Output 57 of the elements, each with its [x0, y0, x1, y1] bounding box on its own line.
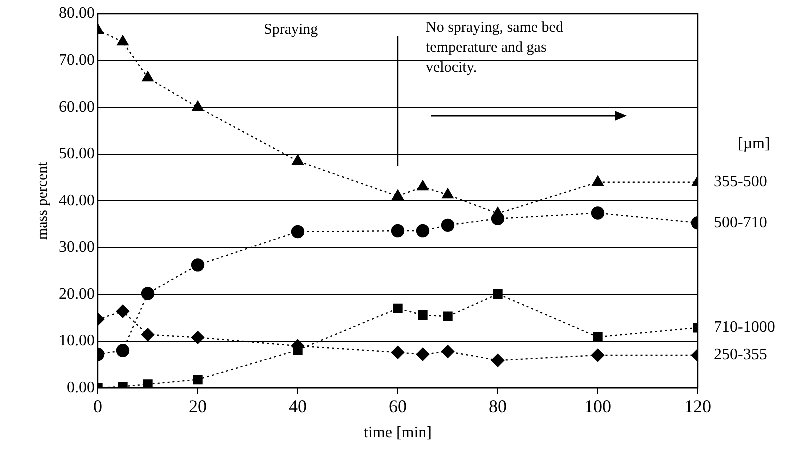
- y-tick-label: 10.00: [59, 332, 95, 350]
- point: [441, 345, 455, 358]
- y-tick-label: 80.00: [59, 5, 95, 22]
- x-tick-label: 0: [94, 396, 102, 417]
- annotation: No spraying, same bed temperature and gas velocity.: [426, 20, 564, 76]
- point: [591, 348, 605, 362]
- legend-title: [µm]: [738, 136, 770, 153]
- point: [416, 224, 430, 238]
- point: [141, 287, 155, 300]
- point: [592, 176, 604, 186]
- point: [443, 312, 453, 322]
- point: [393, 304, 403, 314]
- point: [416, 348, 430, 362]
- y-axis-title: mass percent: [34, 161, 51, 240]
- y-tick-label: 20.00: [59, 286, 95, 303]
- point: [491, 212, 505, 226]
- point: [117, 35, 129, 46]
- point: [143, 380, 153, 388]
- point: [392, 190, 404, 200]
- x-tick-label: 100: [584, 396, 612, 417]
- point: [442, 188, 454, 199]
- point: [591, 206, 605, 220]
- point: [116, 304, 130, 318]
- point: [141, 328, 155, 342]
- point: [417, 180, 429, 191]
- point: [116, 344, 130, 358]
- point: [191, 258, 205, 272]
- series-label: 500-710: [714, 214, 768, 232]
- y-tick-label: 40.00: [59, 192, 95, 210]
- x-axis-title: time [min]: [364, 424, 432, 442]
- x-tick-label: 120: [684, 396, 712, 417]
- point: [193, 374, 203, 385]
- annotation: Spraying: [264, 22, 319, 38]
- point: [391, 346, 405, 360]
- series-label: 710-1000: [714, 319, 776, 336]
- y-tick-label: 50.00: [59, 146, 95, 163]
- point: [292, 154, 304, 165]
- y-tick-label: 70.00: [59, 52, 95, 69]
- point: [192, 100, 204, 112]
- series-label: 355-500: [714, 174, 768, 191]
- x-tick-label: 20: [189, 396, 207, 417]
- x-tick-label: 60: [389, 396, 407, 417]
- series-label: 250-355: [714, 346, 768, 364]
- point: [441, 218, 455, 232]
- point: [291, 225, 305, 239]
- y-tick-label: 60.00: [59, 98, 95, 116]
- point: [191, 331, 205, 344]
- y-tick-label: 0.00: [67, 379, 95, 396]
- x-tick-label: 40: [289, 396, 307, 417]
- point: [391, 224, 405, 238]
- point: [491, 354, 505, 368]
- point: [493, 289, 503, 300]
- x-tick-label: 80: [489, 396, 507, 417]
- point: [142, 71, 154, 82]
- y-tick-label: 30.00: [59, 239, 95, 256]
- point: [418, 310, 428, 320]
- point: [593, 332, 603, 342]
